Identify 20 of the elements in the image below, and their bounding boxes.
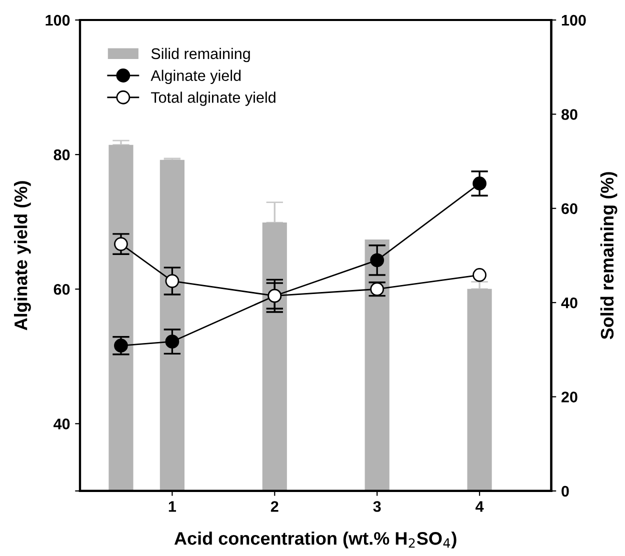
y2-tick-label: 60 — [562, 203, 578, 214]
y-axis-title: Alginate yield (%) — [14, 181, 31, 330]
y2-tick-label: 0 — [562, 486, 569, 497]
y2-tick-label: 40 — [561, 297, 578, 308]
x-tick-label: 4 — [476, 501, 484, 512]
y2-axis-title: Solid remaining (%) — [600, 172, 618, 340]
x-tick-label: 2 — [270, 501, 278, 512]
y2-tick-label: 100 — [562, 14, 586, 26]
y2-tick-label: 80 — [561, 109, 578, 120]
y-tick-label: 40 — [54, 418, 70, 430]
y-tick-label: 60 — [54, 284, 70, 295]
y-tick-label: 100 — [46, 14, 70, 26]
y2-tick-label: 20 — [562, 392, 578, 402]
x-axis-title: Acid concentration (wt.% H$_{2}$SO$_{4}$) — [174, 532, 456, 548]
legend-label: Total alginate yield — [151, 92, 276, 106]
y-tick-label: 80 — [54, 149, 70, 160]
x-tick-label: 1 — [168, 501, 176, 512]
legend-label: Silid remaining — [151, 48, 250, 62]
legend-label: Alginate yield — [150, 70, 241, 84]
x-tick-label: 3 — [373, 501, 381, 512]
